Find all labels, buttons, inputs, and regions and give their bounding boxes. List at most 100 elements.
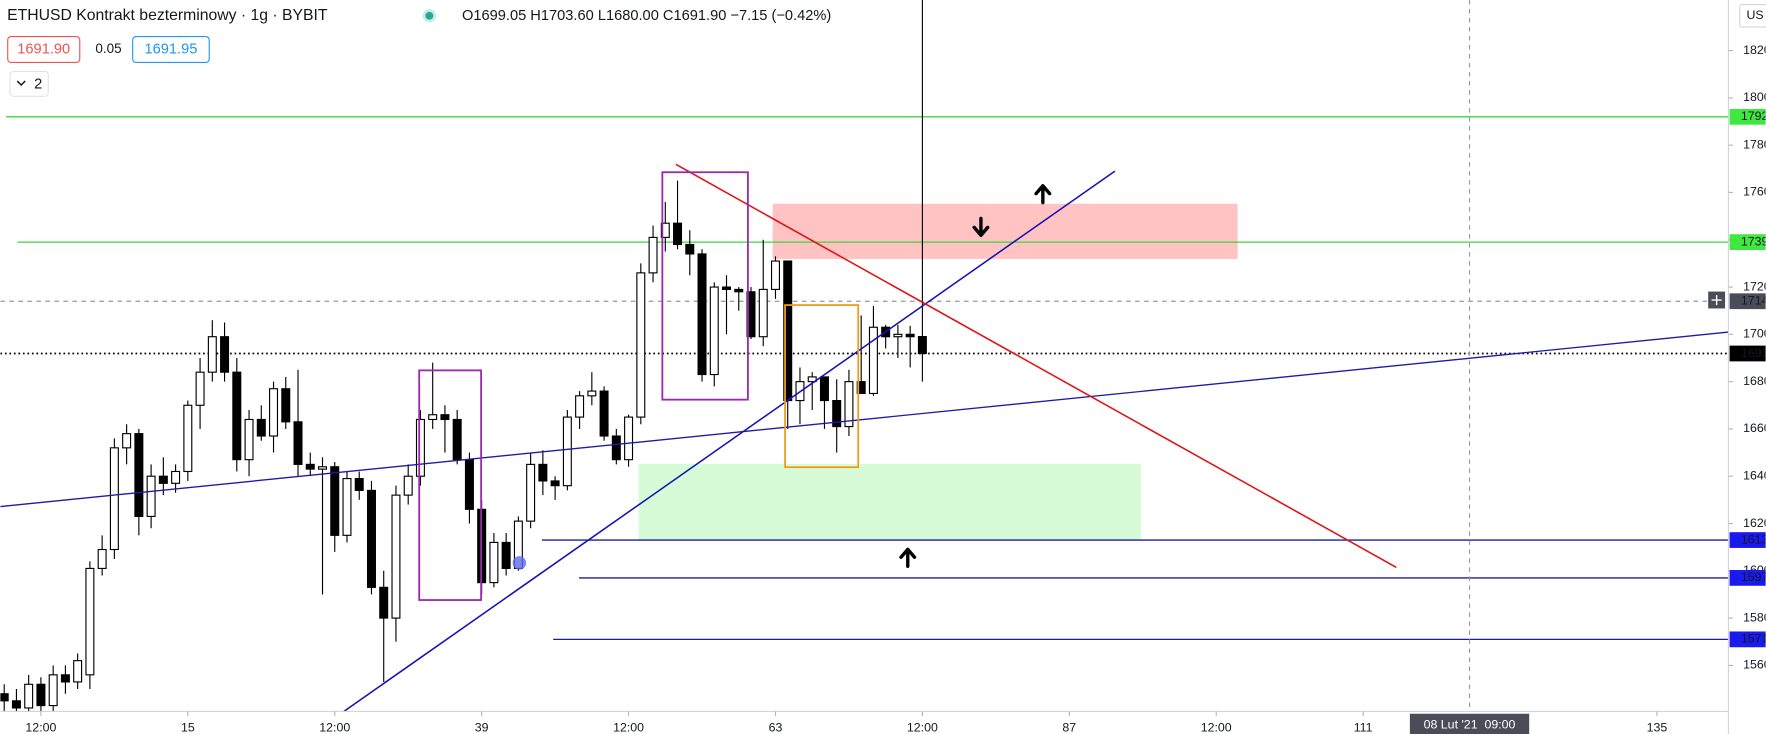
candle-body: [770, 260, 780, 290]
candle-body: [403, 475, 413, 496]
candle-body: [673, 222, 683, 246]
price-label-box: [1729, 631, 1766, 648]
ohlc-label: O: [462, 8, 473, 24]
candle-body: [685, 243, 695, 255]
ohlc-label: C: [663, 8, 674, 24]
candle-body: [624, 416, 634, 461]
candle-body: [415, 418, 425, 477]
candle-body: [305, 463, 315, 470]
candle-body: [611, 435, 621, 461]
candle-body: [244, 418, 254, 461]
bid-box[interactable]: [7, 36, 81, 64]
candle-body: [636, 272, 646, 418]
candle-body: [868, 326, 878, 395]
price-label: 1613: [1741, 532, 1766, 546]
x-tick-label: 135: [1647, 721, 1668, 734]
candle-body: [562, 416, 572, 487]
ohlc-label: H: [530, 8, 541, 24]
y-tick-label: 1620: [1743, 516, 1766, 530]
crosshair-time-box: [1409, 713, 1530, 734]
currency-button[interactable]: [1739, 3, 1766, 28]
candle-body: [11, 700, 21, 709]
candle-body: [60, 674, 70, 683]
bid: 1691.90: [17, 41, 70, 57]
candle-body: [538, 463, 548, 482]
candle-body: [575, 395, 585, 418]
candle-body: [318, 466, 328, 470]
indicators-button[interactable]: [9, 70, 49, 97]
candle-body: [207, 336, 217, 373]
candle-body: [587, 390, 597, 397]
candle-body: [807, 376, 817, 383]
drawings: [638, 203, 1238, 541]
candle-body: [85, 567, 95, 676]
y-tick-label: 1720: [1743, 279, 1766, 293]
y-tick-label: 1580: [1743, 610, 1766, 624]
axes: 1560158016001620164016601680170017201740…: [25, 43, 1766, 734]
ask-box[interactable]: [132, 36, 210, 64]
y-tick-label: 1820: [1743, 43, 1766, 57]
candle-body: [183, 404, 193, 473]
candle-body: [697, 253, 707, 376]
candle-body: [758, 288, 768, 338]
y-tick-label: 1760: [1743, 185, 1766, 199]
candle-body: [464, 459, 474, 510]
candle-body: [48, 674, 58, 707]
change-pct: (−0.42%): [772, 8, 832, 24]
candle-body: [440, 414, 450, 421]
candle-body: [97, 548, 107, 569]
candle-body: [0, 693, 9, 702]
candle-body: [171, 470, 181, 484]
candle-body: [905, 333, 915, 338]
y-tick-label: 1560: [1743, 658, 1766, 672]
price-label: 1597: [1741, 570, 1766, 584]
candle-body: [122, 433, 132, 449]
ask: 1691.95: [145, 41, 198, 57]
arrow-down: [972, 216, 990, 237]
indicator-count: 2: [34, 76, 42, 92]
price-label: 1792: [1741, 109, 1766, 123]
candle-body: [342, 478, 352, 536]
y-tick-label: 1800: [1743, 90, 1766, 104]
price-label: 1739: [1741, 234, 1766, 248]
ohlc-value: 1691.90: [673, 8, 726, 24]
trend-line: [675, 163, 1397, 569]
candle-body: [158, 475, 168, 484]
candle-body: [36, 683, 46, 707]
y-tick-label: 1640: [1743, 468, 1766, 482]
price-label-box: [1729, 293, 1766, 310]
candle-body: [501, 541, 511, 569]
status-dot: [425, 11, 434, 20]
cursor-marker: [512, 556, 527, 570]
change: −7.15: [730, 8, 767, 24]
spread: 0.05: [95, 41, 121, 56]
candle-body: [232, 371, 242, 461]
candle-body: [599, 390, 609, 437]
ohlc: O1699.05 H1703.60 L1680.00 C1691.90 −7.1…: [462, 8, 831, 24]
y-tick-label: 1680: [1743, 374, 1766, 388]
symbol-title: ETHUSD Kontrakt bezterminowy · 1g · BYBI…: [7, 7, 328, 24]
currency: US: [1746, 8, 1763, 22]
candle-body: [366, 489, 376, 588]
candle-body: [109, 447, 119, 551]
candle-body: [660, 222, 670, 238]
x-tick-label: 12:00: [25, 721, 56, 734]
price-label-box: [1729, 345, 1766, 362]
plus-icon: [1711, 294, 1722, 306]
price-label: 1691: [1741, 346, 1766, 360]
candle-body: [293, 421, 303, 465]
candle-body: [832, 399, 842, 428]
candle-body: [856, 381, 866, 395]
x-tick-label: 15: [181, 721, 195, 734]
candle-body: [722, 286, 732, 290]
x-tick-label: 87: [1062, 721, 1076, 734]
ohlc-value: 1703.60: [541, 8, 594, 24]
candles: [0, 0, 927, 712]
box: [661, 171, 749, 401]
box: [418, 369, 483, 601]
price-label-box: [1729, 234, 1766, 251]
ohlc-value: 1699.05: [473, 8, 526, 24]
trend-line: [343, 170, 1116, 712]
